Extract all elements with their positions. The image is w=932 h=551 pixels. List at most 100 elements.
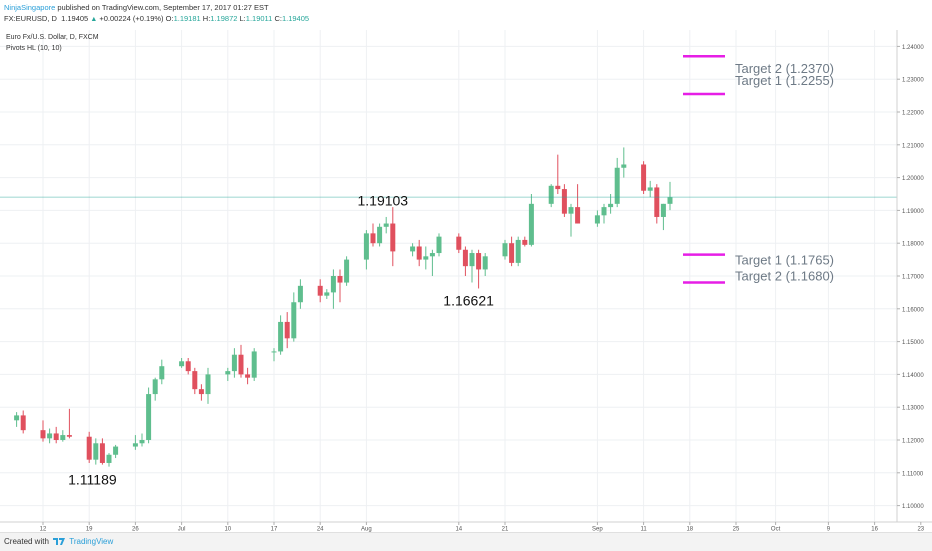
time-tick-label: 17	[271, 527, 278, 533]
time-tick-label: 18	[686, 527, 693, 533]
candle-body	[390, 223, 396, 252]
candle-body	[284, 321, 290, 339]
candle	[410, 243, 416, 257]
price-tick-label: 1.15000	[902, 340, 924, 346]
candle-body	[179, 361, 185, 367]
candle	[14, 412, 20, 427]
candle	[641, 161, 647, 194]
time-tick-label: 25	[733, 527, 740, 533]
symbol-info: FX:EURUSD, D 1.19405 ▲ +0.00224 (+0.19%)…	[4, 14, 309, 23]
candle-body	[462, 249, 468, 267]
price-axis[interactable]: 1.10000 1.11000 1.12000 1.13000 1.14000 1.150…	[896, 30, 932, 522]
candle	[185, 358, 191, 375]
candle-body	[383, 223, 389, 227]
price-tick-label: 1.21000	[902, 143, 924, 149]
high-label: H:	[202, 14, 211, 23]
tradingview-brand-link[interactable]: TradingView	[69, 537, 114, 546]
candle	[47, 428, 53, 444]
time-tick-label: 11	[640, 527, 647, 533]
candle-body	[330, 276, 336, 293]
high-value: 1.19872	[210, 14, 238, 23]
candle	[548, 184, 554, 208]
time-tick-label: 19	[86, 527, 93, 533]
candle	[568, 203, 574, 237]
candle	[377, 223, 383, 247]
candle	[429, 249, 435, 276]
candle	[667, 181, 673, 211]
candle	[575, 184, 581, 224]
close-label: C:	[274, 14, 282, 23]
candle	[20, 410, 26, 434]
candle-body	[205, 374, 211, 395]
candle-body	[40, 430, 46, 439]
candle	[317, 279, 323, 303]
chart-canvas[interactable]: 1.19405 Target 2 (1.2370)Target 1 (1.225…	[0, 0, 932, 532]
candle-body	[377, 226, 383, 244]
candle	[621, 147, 627, 178]
candle	[99, 438, 105, 465]
legend-indicator[interactable]: Pivots HL (10, 10)	[6, 45, 62, 52]
candle	[205, 367, 211, 404]
candle	[647, 180, 653, 198]
candle-body	[436, 236, 442, 254]
author-link[interactable]: NinjaSingapore	[4, 3, 56, 12]
candle-body	[60, 435, 66, 440]
candle-body	[594, 215, 600, 224]
candle	[278, 315, 284, 355]
candle-body	[99, 443, 105, 463]
candle-body	[245, 374, 251, 378]
footer-text: Created with TradingView	[4, 537, 113, 546]
candle	[66, 408, 72, 439]
candle-body	[410, 246, 416, 252]
candle-body	[66, 435, 72, 437]
published-text: published on TradingView.com, September …	[57, 3, 269, 12]
price-tick-label: 1.18000	[902, 242, 924, 248]
price-tick-label: 1.23000	[902, 78, 924, 84]
candle-body	[647, 187, 653, 191]
candle	[344, 256, 350, 286]
candle-body	[113, 446, 119, 455]
candle-body	[317, 285, 323, 296]
candle-body	[601, 207, 607, 216]
candle	[390, 207, 396, 267]
candle-body	[482, 256, 488, 270]
candle-body	[185, 361, 191, 372]
candle-body	[502, 243, 508, 257]
candle	[337, 269, 343, 303]
time-axis[interactable]: 12 19 26 Jul 10 17 24 Aug 14 21 Sep 11 18 25 Oct 9 16 23	[0, 521, 932, 533]
candle-body	[53, 433, 59, 440]
candle-body	[86, 436, 92, 460]
candle	[93, 438, 99, 465]
candle-body	[416, 246, 422, 260]
candle	[509, 236, 515, 267]
candle-body	[146, 394, 152, 440]
candle-body	[548, 185, 554, 204]
candle	[462, 246, 468, 276]
candle-body	[337, 276, 343, 283]
candle-body	[667, 197, 673, 204]
pivot-label: 1.19103	[357, 193, 408, 209]
candle	[502, 239, 508, 260]
candle	[528, 194, 534, 247]
candle-body	[106, 454, 112, 463]
time-tick-label: 21	[502, 527, 509, 533]
candle-body	[278, 321, 284, 352]
candle-body	[429, 253, 435, 257]
time-tick-label: 10	[224, 527, 231, 533]
candle-body	[14, 415, 20, 421]
footer: Created with TradingView	[0, 532, 932, 551]
price-axis-bg	[897, 30, 932, 522]
candle-body	[139, 440, 145, 444]
candle-body	[515, 239, 521, 263]
price-tick-label: 1.12000	[902, 439, 924, 445]
candle	[423, 246, 429, 270]
candle-body	[575, 207, 581, 224]
candle	[297, 279, 303, 309]
candle-body	[225, 371, 231, 375]
candle	[436, 233, 442, 257]
time-tick-label: Sep	[592, 527, 603, 533]
time-tick-label: 14	[455, 527, 462, 533]
time-tick-label: Jul	[178, 527, 186, 533]
created-with-label: Created with	[4, 537, 49, 546]
time-tick-label: 12	[40, 527, 47, 533]
